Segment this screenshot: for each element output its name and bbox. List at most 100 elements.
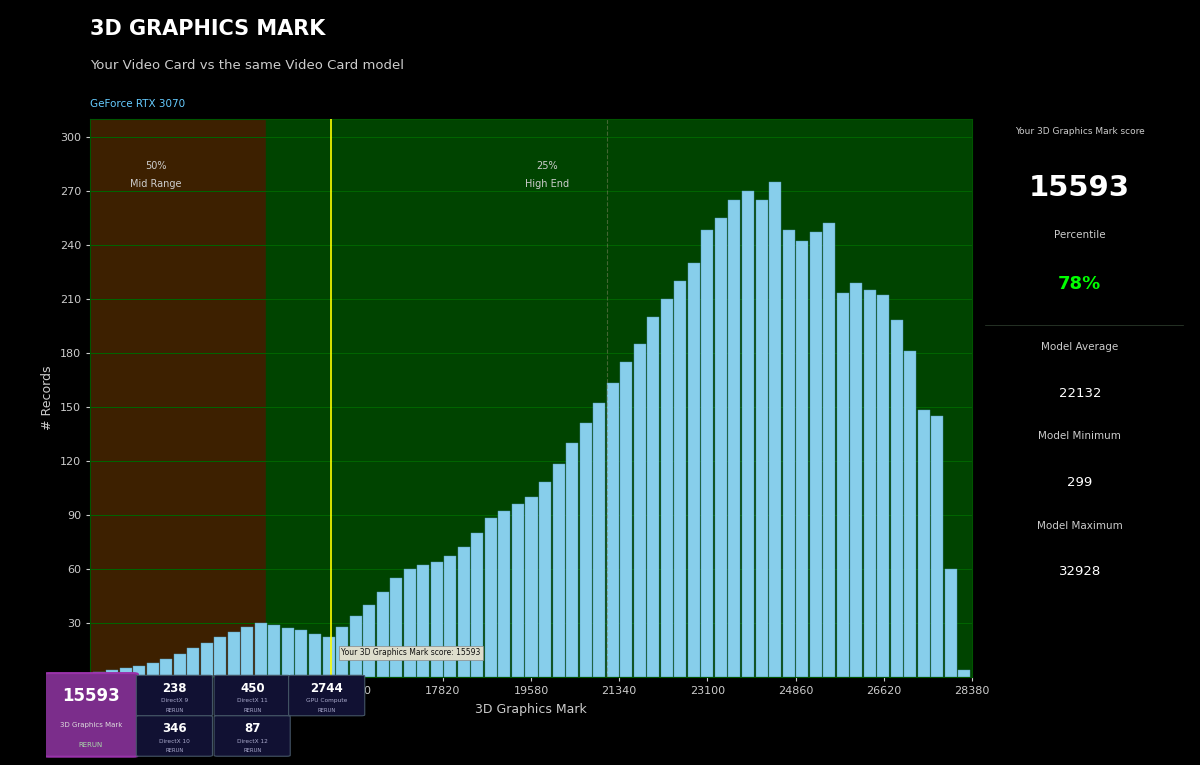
Bar	[200, 643, 212, 677]
Text: DirectX 9: DirectX 9	[161, 698, 188, 703]
Bar	[634, 343, 646, 677]
Text: Mid Range: Mid Range	[131, 179, 182, 189]
Text: 3D Graphics Mark: 3D Graphics Mark	[60, 722, 122, 728]
Bar	[215, 637, 227, 677]
Bar	[539, 483, 551, 677]
Text: 22132: 22132	[1058, 386, 1102, 399]
Bar	[431, 562, 443, 677]
Bar	[418, 565, 430, 677]
Bar	[323, 637, 335, 677]
Text: Percentile: Percentile	[1054, 230, 1105, 240]
Y-axis label: # Records: # Records	[41, 366, 54, 430]
Bar	[552, 464, 564, 677]
Bar	[90, 119, 266, 677]
Bar	[796, 241, 808, 677]
Text: DirectX 11: DirectX 11	[236, 698, 268, 703]
Bar	[377, 592, 389, 677]
Bar	[769, 181, 781, 677]
Bar	[742, 190, 754, 677]
Bar	[160, 659, 172, 677]
Bar	[266, 119, 972, 677]
Bar	[905, 351, 917, 677]
Text: Model Maximum: Model Maximum	[1037, 521, 1123, 531]
Bar	[756, 200, 768, 677]
Text: Model Minimum: Model Minimum	[1038, 431, 1121, 441]
FancyBboxPatch shape	[289, 675, 365, 716]
Bar	[728, 200, 740, 677]
Bar	[174, 653, 186, 677]
FancyBboxPatch shape	[137, 716, 212, 757]
Bar	[458, 547, 470, 677]
Bar	[133, 666, 145, 677]
Bar	[851, 282, 863, 677]
Text: Model Average: Model Average	[1042, 342, 1118, 352]
Bar	[498, 511, 510, 677]
Bar	[349, 616, 361, 677]
Text: 238: 238	[162, 682, 187, 695]
Bar	[106, 670, 118, 677]
FancyBboxPatch shape	[44, 673, 138, 757]
Text: Your Video Card vs the same Video Card model: Your Video Card vs the same Video Card m…	[90, 59, 404, 72]
Bar	[485, 519, 497, 677]
Bar	[836, 293, 848, 677]
Text: RERUN: RERUN	[166, 748, 184, 754]
Bar	[877, 295, 889, 677]
FancyBboxPatch shape	[214, 675, 290, 716]
Text: RERUN: RERUN	[79, 742, 103, 748]
Text: DirectX 12: DirectX 12	[236, 739, 268, 744]
Text: 78%: 78%	[1058, 275, 1102, 293]
Bar	[472, 533, 484, 677]
Bar	[647, 317, 659, 677]
Bar	[810, 232, 822, 677]
Bar	[120, 668, 132, 677]
Text: RERUN: RERUN	[244, 708, 262, 713]
Bar	[390, 578, 402, 677]
Text: 299: 299	[1067, 476, 1092, 489]
Bar	[254, 623, 266, 677]
Bar	[228, 632, 240, 677]
Bar	[890, 321, 902, 677]
Bar	[241, 627, 253, 677]
Text: GPU Compute: GPU Compute	[306, 698, 348, 703]
Bar	[336, 627, 348, 677]
Text: 450: 450	[240, 682, 265, 695]
Text: 50%: 50%	[145, 161, 167, 171]
Bar	[146, 662, 158, 677]
Bar	[620, 362, 632, 677]
Bar	[701, 230, 714, 677]
Bar	[295, 630, 307, 677]
Bar	[607, 383, 619, 677]
Text: GeForce RTX 3070: GeForce RTX 3070	[90, 99, 185, 109]
Text: RERUN: RERUN	[318, 708, 336, 713]
Bar	[512, 504, 524, 677]
Text: 2744: 2744	[311, 682, 343, 695]
Bar	[823, 223, 835, 677]
Text: 25%: 25%	[536, 161, 558, 171]
Text: RERUN: RERUN	[244, 748, 262, 754]
Text: 15593: 15593	[1030, 174, 1130, 203]
FancyBboxPatch shape	[137, 675, 212, 716]
Text: 15593: 15593	[62, 686, 120, 705]
Bar	[580, 423, 592, 677]
Bar	[282, 628, 294, 677]
Text: 3D GRAPHICS MARK: 3D GRAPHICS MARK	[90, 19, 325, 40]
Text: Your 3D Graphics Mark score: 15593: Your 3D Graphics Mark score: 15593	[341, 649, 480, 657]
Text: DirectX 10: DirectX 10	[160, 739, 190, 744]
Text: 346: 346	[162, 722, 187, 735]
Bar	[593, 403, 605, 677]
Text: High End: High End	[524, 179, 569, 189]
Bar	[959, 670, 971, 677]
Bar	[931, 416, 943, 677]
Bar	[864, 290, 876, 677]
Bar	[715, 218, 727, 677]
Bar	[566, 443, 578, 677]
Bar	[661, 298, 673, 677]
Text: 87: 87	[244, 722, 260, 735]
Bar	[403, 569, 415, 677]
Bar	[308, 633, 322, 677]
Bar	[688, 262, 700, 677]
FancyBboxPatch shape	[214, 716, 290, 757]
Text: 32928: 32928	[1058, 565, 1100, 578]
Bar	[782, 230, 794, 677]
Text: RERUN: RERUN	[166, 708, 184, 713]
